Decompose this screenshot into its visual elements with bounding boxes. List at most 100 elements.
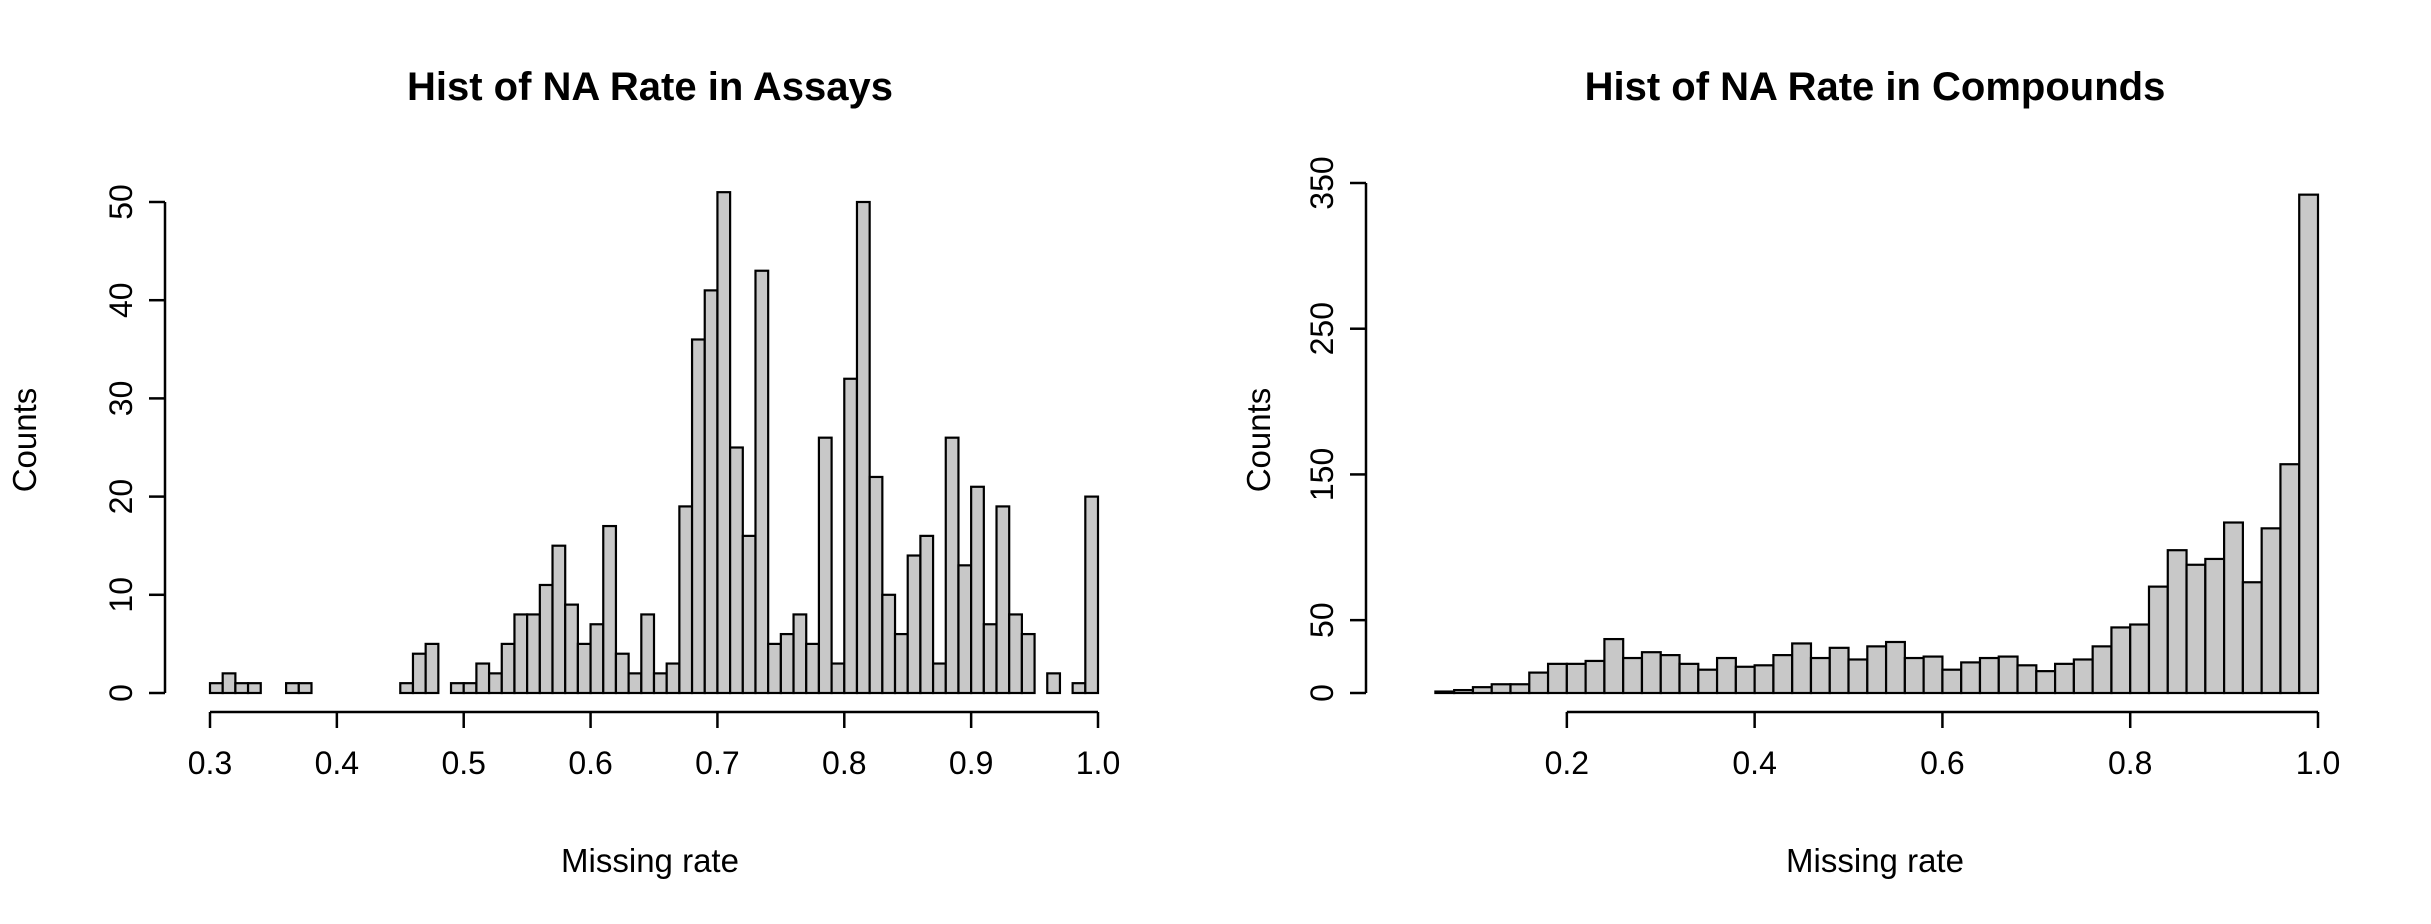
histogram-bar [1509,683,1531,695]
histogram-bar [234,682,250,695]
histogram-bar [1753,664,1775,695]
histogram-bar [424,642,440,695]
histogram-bar [2204,557,2226,695]
x-axis-label: Missing rate [1786,842,1964,879]
histogram-bar [526,613,541,695]
histogram-bar [602,524,618,695]
chart-title: Hist of NA Rate in Compounds [1585,65,2166,109]
histogram-bar [1084,495,1100,695]
histogram-bar [2053,662,2075,695]
histogram-bar [2016,664,2038,695]
histogram-bar [576,642,592,695]
histogram-bar [475,662,491,695]
x-tick-label: 0.5 [441,745,485,781]
histogram-bar [2147,585,2169,695]
histogram-bar [729,446,744,695]
histogram-bar [881,593,897,695]
chart-title: Hist of NA Rate in Assays [407,65,893,109]
histogram-bar [449,682,465,695]
histogram-bar [1697,668,1719,695]
histogram-bar [1565,662,1587,695]
histogram-bar [665,662,681,695]
histogram-bar [703,289,719,695]
histogram-bar [1659,654,1681,695]
histogram-bar [792,613,808,695]
bars [208,191,1100,695]
x-axis-label: Missing rate [561,842,739,879]
histogram-bar [1941,668,1963,695]
histogram-bar [906,554,922,695]
histogram-bar [221,672,237,695]
histogram-bar [2298,193,2320,695]
y-tick-label: 10 [103,577,139,613]
histogram-bar [1734,665,1756,695]
x-tick-label: 0.6 [568,745,612,781]
histogram-bar [741,534,757,695]
x-tick-label: 0.9 [949,745,993,781]
y-axis-label: Counts [6,388,43,493]
histogram-bar [754,269,770,695]
histogram-bar [487,672,503,695]
y-tick-label: 40 [103,282,139,318]
histogram-bar [1603,637,1625,695]
histogram-bar [297,682,313,695]
x-tick-label: 0.4 [1732,745,1776,781]
histogram-bar [627,672,643,695]
x-axis: 0.3 0.4 0.5 0.6 0.7 0.8 0.9 1.0 [188,710,1120,781]
histogram-bar [1622,656,1644,695]
y-tick-label: 50 [103,184,139,220]
histogram-bar [538,583,554,695]
y-tick-label: 0 [103,684,139,702]
histogram-bar [944,436,960,695]
histogram-bar [2129,623,2151,695]
histogram-bar [564,603,579,695]
histogram-bar [690,338,706,695]
histogram-bar [1046,672,1062,695]
histogram-bar [931,662,947,695]
compounds-histogram-panel: Hist of NA Rate in Compounds Missing rat… [1240,65,2340,879]
histogram-bar [868,475,884,695]
histogram-bar [652,672,668,695]
histogram-bar [589,623,605,695]
histogram-bar [1960,661,1982,695]
x-tick-label: 0.7 [695,745,739,781]
histogram-bar [1978,656,2000,695]
histogram-bar [246,682,262,695]
histogram-bar [1866,645,1888,695]
y-tick-label: 250 [1304,302,1340,355]
histogram-bar [513,613,529,695]
histogram-bar [843,377,859,695]
y-axis-label: Counts [1240,388,1277,493]
histogram-bar [1678,662,1700,695]
histogram-bar [2072,658,2094,695]
histogram-bar [1903,656,1925,695]
y-tick-label: 50 [1304,602,1340,638]
histogram-bar [1772,654,1794,695]
histogram-bar [1020,632,1036,695]
histogram-bar [1791,642,1813,695]
histogram-bar [2260,527,2282,695]
histogram-bar [678,505,694,695]
histogram-bar [2185,563,2207,695]
y-axis: 0 10 20 30 40 50 [103,184,167,702]
y-tick-label: 20 [103,479,139,515]
histogram-bar [855,200,871,695]
x-tick-label: 0.6 [1920,745,1964,781]
histogram-bar [2091,645,2113,695]
histogram-bar [285,682,300,695]
histogram-bar [1715,656,1737,695]
assays-histogram-panel: Hist of NA Rate in Assays Missing rate C… [6,65,1120,879]
histogram-bar [1828,646,1850,695]
histogram-bar [1847,658,1869,695]
histogram-bar [817,436,833,695]
y-tick-label: 350 [1304,156,1340,209]
histogram-bar [1997,655,2019,695]
histogram-bar [500,642,516,695]
histogram-bar [411,652,427,695]
histogram-bar [982,623,998,695]
histogram-bar [614,652,630,695]
histogram-bar [957,564,973,695]
y-tick-label: 0 [1304,684,1340,702]
histogram-bar [995,505,1011,695]
